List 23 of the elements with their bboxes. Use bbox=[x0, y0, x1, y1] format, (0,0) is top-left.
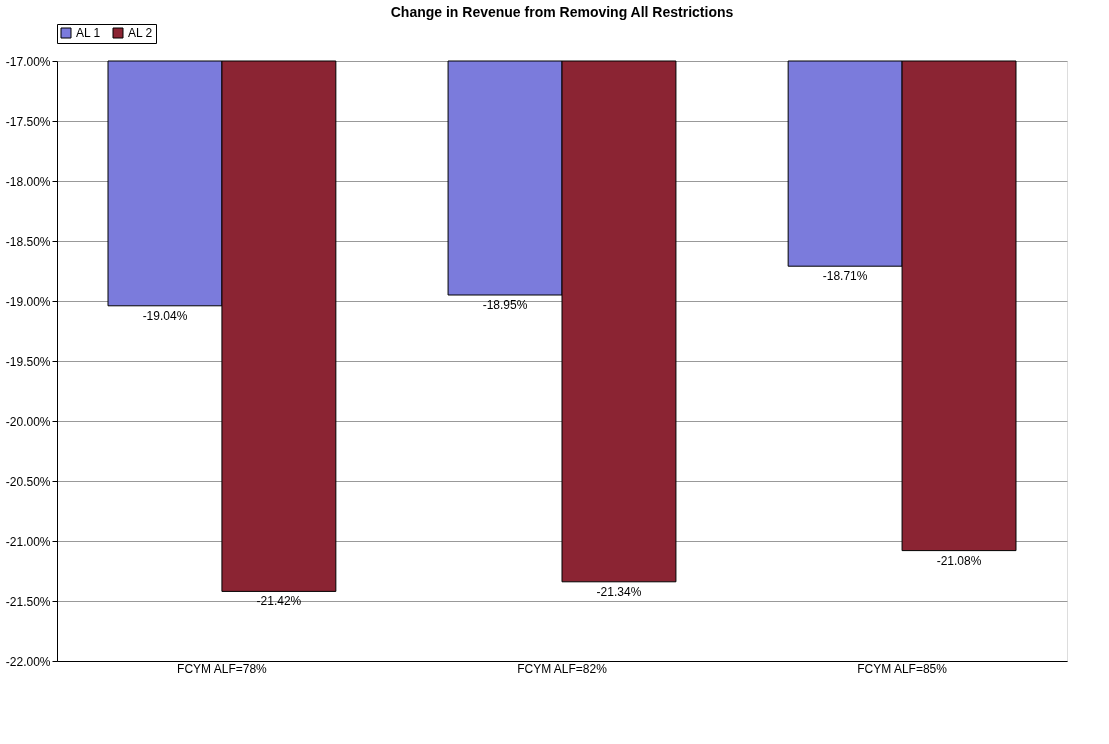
data-label: -21.34% bbox=[596, 584, 642, 599]
data-label: -21.42% bbox=[256, 594, 302, 609]
y-tick-label: -18.00% bbox=[5, 174, 51, 189]
chart-title: Change in Revenue from Removing All Restrictions bbox=[390, 3, 734, 20]
y-tick-label: -20.50% bbox=[5, 474, 51, 489]
x-tick-label: FCYM ALF=78% bbox=[177, 661, 268, 676]
legend-label: AL 1 bbox=[76, 26, 101, 40]
y-tick-label: -22.00% bbox=[5, 654, 51, 669]
y-tick-label: -21.50% bbox=[5, 594, 51, 609]
y-tick-label: -19.00% bbox=[5, 294, 51, 309]
x-tick-label: FCYM ALF=85% bbox=[857, 661, 948, 676]
y-tick-label: -17.50% bbox=[5, 114, 51, 129]
legend-label: AL 2 bbox=[128, 26, 153, 40]
y-tick-label: -20.00% bbox=[5, 414, 51, 429]
data-label: -19.04% bbox=[142, 308, 188, 323]
y-tick-label: -21.00% bbox=[5, 534, 51, 549]
data-label: -21.08% bbox=[936, 553, 982, 568]
y-tick-label: -18.50% bbox=[5, 234, 51, 249]
data-label: -18.95% bbox=[482, 298, 528, 312]
y-tick-label: -19.50% bbox=[5, 354, 51, 369]
data-label: -18.71% bbox=[822, 269, 868, 284]
y-tick-label: -17.00% bbox=[5, 54, 51, 69]
x-tick-label: FCYM ALF=82% bbox=[517, 661, 608, 676]
